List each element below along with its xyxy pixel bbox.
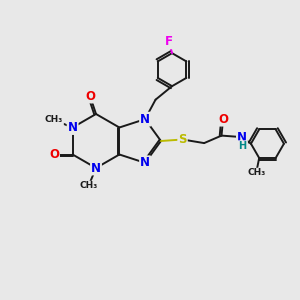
Text: O: O <box>49 148 59 161</box>
Text: S: S <box>178 133 187 146</box>
Text: CH₃: CH₃ <box>80 182 98 190</box>
Text: N: N <box>140 156 150 169</box>
Text: H: H <box>238 141 246 151</box>
Text: N: N <box>68 121 78 134</box>
Text: F: F <box>165 35 173 48</box>
Text: O: O <box>85 89 95 103</box>
Text: CH₃: CH₃ <box>247 169 265 178</box>
Text: N: N <box>140 113 150 126</box>
Text: O: O <box>218 112 228 126</box>
Text: N: N <box>91 161 101 175</box>
Text: CH₃: CH₃ <box>45 116 63 124</box>
Text: N: N <box>237 130 247 144</box>
